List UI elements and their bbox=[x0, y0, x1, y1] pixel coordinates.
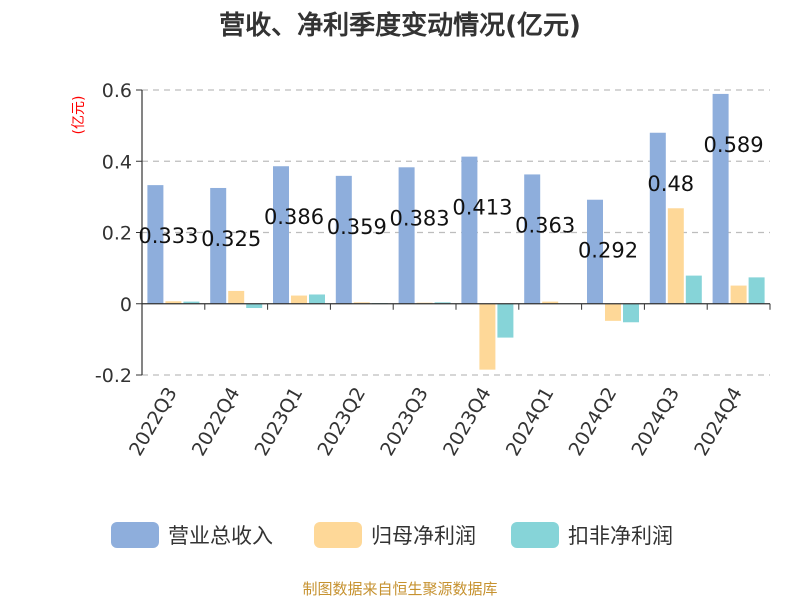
bar-归母净利润-2023Q1 bbox=[291, 295, 307, 304]
bar-营业总收入-2024Q4 bbox=[712, 93, 729, 304]
bar-营业总收入-2023Q2 bbox=[335, 175, 352, 304]
bar-扣非净利润-2024Q3 bbox=[685, 275, 702, 304]
bar-归母净利润-2024Q2 bbox=[605, 303, 621, 321]
legend-label: 营业总收入 bbox=[168, 524, 273, 548]
bar-归母净利润-2023Q2 bbox=[353, 302, 370, 304]
legend-swatch bbox=[511, 522, 559, 548]
legend-swatch bbox=[314, 522, 362, 548]
bar-归母净利润-2022Q4 bbox=[228, 290, 245, 304]
y-tick-label: 0.6 bbox=[102, 80, 132, 102]
y-tick-label: -0.2 bbox=[95, 365, 132, 387]
bar-营业总收入-2022Q4 bbox=[210, 187, 227, 304]
x-tick-label: 2024Q2 bbox=[565, 384, 622, 460]
x-tick-label: 2023Q2 bbox=[313, 384, 370, 460]
y-axis-unit-label: (亿元) bbox=[71, 96, 87, 135]
data-label: 0.359 bbox=[327, 215, 387, 239]
data-label: 0.383 bbox=[390, 206, 450, 230]
legend-label: 归母净利润 bbox=[371, 524, 476, 548]
x-tick-label: 2024Q3 bbox=[627, 384, 684, 460]
bar-归母净利润-2022Q3 bbox=[165, 301, 182, 304]
legend-item: 归母净利润 bbox=[314, 522, 476, 548]
x-tick-label: 2024Q1 bbox=[502, 384, 559, 460]
data-label: 0.292 bbox=[578, 239, 638, 263]
bar-归母净利润-2024Q4 bbox=[730, 285, 747, 304]
bar-营业总收入-2024Q3 bbox=[649, 132, 666, 304]
legend-swatch bbox=[111, 522, 159, 548]
x-tick-label: 2023Q1 bbox=[251, 384, 308, 460]
bar-扣非净利润-2023Q4 bbox=[497, 303, 514, 338]
data-label: 0.363 bbox=[515, 213, 575, 237]
bar-扣非净利润-2023Q1 bbox=[309, 294, 325, 304]
bar-归母净利润-2024Q1 bbox=[542, 301, 559, 304]
bar-营业总收入-2024Q1 bbox=[524, 174, 541, 304]
bar-series-group bbox=[147, 93, 765, 370]
bar-营业总收入-2022Q3 bbox=[147, 185, 164, 304]
x-tick-label: 2024Q4 bbox=[690, 384, 747, 460]
source-note: 制图数据来自恒生聚源数据库 bbox=[302, 580, 497, 598]
legend-label: 扣非净利润 bbox=[568, 524, 673, 548]
legend-item: 营业总收入 bbox=[111, 522, 273, 548]
data-label: 0.333 bbox=[138, 224, 198, 248]
data-label: 0.325 bbox=[201, 227, 261, 251]
bar-扣非净利润-2022Q3 bbox=[183, 301, 200, 304]
bar-营业总收入-2023Q4 bbox=[461, 156, 478, 304]
bar-营业总收入-2024Q2 bbox=[587, 199, 603, 304]
x-tick-label: 2022Q4 bbox=[188, 384, 245, 460]
x-tick-label: 2022Q3 bbox=[125, 384, 182, 460]
bar-扣非净利润-2023Q3 bbox=[434, 302, 451, 304]
data-label: 0.589 bbox=[704, 133, 764, 157]
y-tick-label: 0.4 bbox=[102, 151, 132, 173]
bar-归母净利润-2023Q4 bbox=[479, 303, 496, 370]
bar-营业总收入-2023Q1 bbox=[273, 166, 289, 304]
chart-title: 营收、净利季度变动情况(亿元) bbox=[219, 10, 581, 41]
bar-扣非净利润-2024Q4 bbox=[748, 277, 765, 304]
x-tick-label: 2023Q3 bbox=[376, 384, 433, 460]
bar-归母净利润-2024Q3 bbox=[667, 208, 684, 304]
y-tick-label: 0.2 bbox=[102, 223, 132, 245]
x-tick-label: 2023Q4 bbox=[439, 384, 496, 460]
bar-营业总收入-2023Q3 bbox=[398, 167, 415, 304]
bar-扣非净利润-2022Q4 bbox=[246, 303, 263, 309]
data-label: 0.413 bbox=[452, 196, 512, 220]
data-label: 0.48 bbox=[647, 172, 694, 196]
bar-扣非净利润-2024Q2 bbox=[623, 303, 639, 323]
y-tick-label: 0 bbox=[120, 294, 132, 316]
data-label: 0.386 bbox=[264, 205, 324, 229]
legend: 营业总收入 归母净利润 扣非净利润 bbox=[111, 522, 673, 548]
grid-lines bbox=[142, 89, 770, 376]
legend-item: 扣非净利润 bbox=[511, 522, 673, 548]
